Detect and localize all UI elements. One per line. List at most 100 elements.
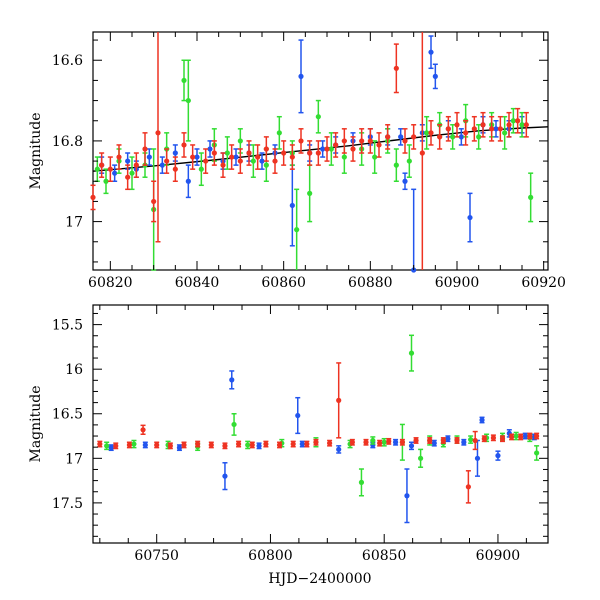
data-point — [393, 162, 399, 168]
data-point — [107, 166, 113, 172]
data-point — [224, 150, 230, 156]
data-point — [103, 178, 109, 184]
data-point — [172, 166, 178, 172]
data-point — [450, 134, 456, 140]
data-point — [298, 73, 304, 79]
data-point — [424, 130, 430, 136]
data-point — [515, 118, 521, 124]
data-point — [463, 130, 469, 136]
top-y-axis-label: Magnitude — [28, 112, 44, 189]
data-point — [194, 154, 200, 160]
data-point — [263, 146, 269, 152]
data-point — [461, 439, 467, 445]
data-point — [313, 439, 319, 445]
data-point — [404, 493, 410, 499]
data-point — [419, 150, 425, 156]
data-point — [341, 154, 347, 160]
data-point — [367, 138, 373, 144]
data-point — [377, 440, 383, 446]
data-point — [154, 442, 160, 448]
data-point — [295, 412, 301, 419]
x-tick-label: 60750 — [134, 548, 179, 564]
data-point — [428, 130, 434, 136]
data-point — [398, 134, 404, 140]
data-point — [333, 142, 339, 148]
data-point — [263, 441, 269, 447]
data-point — [513, 433, 519, 439]
data-point — [476, 134, 482, 140]
data-point — [431, 440, 437, 446]
data-point — [276, 130, 282, 136]
data-point — [246, 150, 252, 156]
data-point — [151, 198, 157, 205]
data-point — [211, 150, 217, 156]
data-point — [112, 170, 118, 176]
data-point — [336, 446, 342, 453]
data-point — [249, 442, 255, 448]
data-point — [315, 150, 321, 156]
data-point — [402, 178, 408, 184]
data-point — [445, 126, 451, 132]
data-point — [281, 150, 287, 156]
data-point — [458, 134, 464, 140]
data-point — [245, 442, 251, 448]
data-point — [418, 455, 424, 461]
data-point — [502, 130, 508, 136]
data-point — [294, 227, 300, 233]
x-tick-label: 60880 — [348, 275, 393, 291]
data-point — [402, 138, 408, 144]
data-point — [167, 443, 173, 449]
data-point — [233, 154, 239, 160]
data-point — [328, 146, 334, 152]
data-point — [129, 170, 135, 176]
data-point — [304, 441, 310, 447]
data-point — [350, 146, 356, 152]
data-point — [307, 190, 313, 196]
data-point — [222, 473, 228, 479]
data-point — [172, 150, 178, 156]
data-point — [298, 138, 304, 144]
data-point — [534, 450, 540, 456]
data-point — [90, 194, 96, 200]
data-point — [392, 439, 399, 445]
series-group — [90, 32, 529, 270]
data-point — [510, 118, 516, 124]
bottom-panel: 60750 60800 60850 60900 15.5 16 16.5 17 17.5 Mag… — [28, 304, 549, 587]
data-point — [207, 146, 213, 152]
data-point — [142, 146, 148, 152]
data-point — [108, 445, 114, 451]
x-tick-label: 60800 — [248, 548, 293, 564]
data-point — [263, 162, 269, 168]
top-ticks-layer: 60820 60840 60860 60880 60900 60920 16.6 16.8 17 — [52, 32, 566, 291]
data-point — [413, 437, 419, 444]
data-point — [479, 417, 485, 423]
data-point — [528, 194, 534, 200]
data-point — [411, 134, 417, 140]
data-point — [140, 427, 146, 433]
data-point — [289, 202, 295, 209]
data-point — [467, 214, 473, 221]
data-point — [181, 77, 187, 84]
series-group — [108, 370, 537, 524]
data-point — [198, 166, 204, 172]
data-point — [324, 146, 330, 152]
data-point — [522, 433, 528, 439]
data-point — [307, 150, 313, 156]
y-tick-label: 16.6 — [52, 53, 83, 69]
data-point — [376, 142, 382, 148]
data-point — [363, 439, 369, 445]
y-tick-label: 17.5 — [52, 496, 83, 512]
data-point — [393, 65, 399, 71]
data-point — [359, 138, 365, 144]
data-point — [372, 154, 378, 160]
data-point — [385, 134, 391, 140]
data-point — [408, 350, 415, 356]
data-point — [97, 441, 103, 447]
data-point — [480, 122, 486, 128]
data-point — [272, 158, 278, 164]
data-point — [358, 479, 365, 485]
y-tick-label: 16.5 — [52, 407, 83, 423]
data-point — [370, 437, 376, 444]
data-point — [229, 154, 235, 160]
